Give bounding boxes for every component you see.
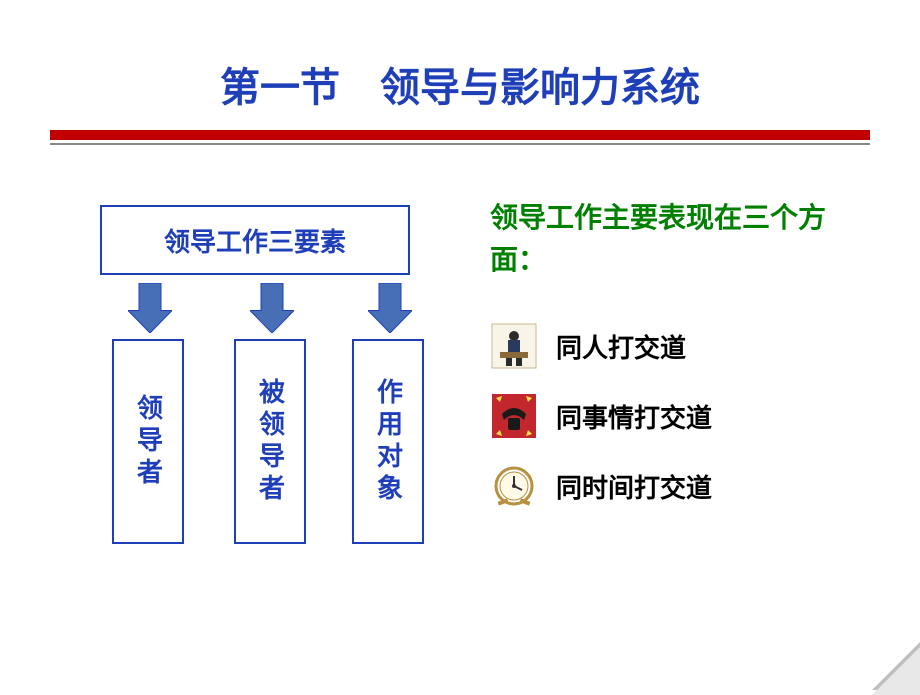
arrow-down-icon: [128, 283, 172, 333]
pillar-label: 被领导者: [252, 378, 289, 506]
pillar-row: 领导者 被领导者 作用对象: [90, 339, 445, 544]
arrow-row: [90, 283, 445, 333]
list-item: 同事情打交道: [490, 392, 870, 440]
arrow-down-icon: [368, 283, 412, 333]
arrow-down-icon: [250, 283, 294, 333]
item-list: 同人打交道 同事情打交道 同时间打交道: [490, 322, 870, 510]
page-corner-fold-icon: [872, 642, 920, 690]
item-label: 同人打交道: [556, 328, 686, 365]
item-label: 同事情打交道: [556, 398, 712, 435]
pillar-led: 被领导者: [234, 339, 306, 544]
pillar-leader: 领导者: [112, 339, 184, 544]
pillar-target: 作用对象: [352, 339, 424, 544]
list-item: 同时间打交道: [490, 462, 870, 510]
top-box-label: 领导工作三要素: [164, 222, 346, 259]
title-underline: [50, 130, 870, 145]
pillar-label: 领导者: [130, 394, 167, 490]
clock-icon: [490, 462, 538, 510]
pillar-label: 作用对象: [370, 378, 407, 506]
phone-icon: [490, 392, 538, 440]
person-icon: [490, 322, 538, 370]
top-box: 领导工作三要素: [100, 205, 410, 275]
underline-red: [50, 130, 870, 140]
right-panel: 领导工作主要表现在三个方面： 同人打交道 同事情打交道: [490, 198, 870, 532]
underline-grey: [50, 143, 870, 145]
left-diagram: 领导工作三要素 领导者 被领导者 作用对象: [90, 205, 445, 544]
slide-title: 第一节 领导与影响力系统: [0, 55, 920, 113]
right-subtitle: 领导工作主要表现在三个方面：: [490, 198, 870, 282]
item-label: 同时间打交道: [556, 468, 712, 505]
list-item: 同人打交道: [490, 322, 870, 370]
